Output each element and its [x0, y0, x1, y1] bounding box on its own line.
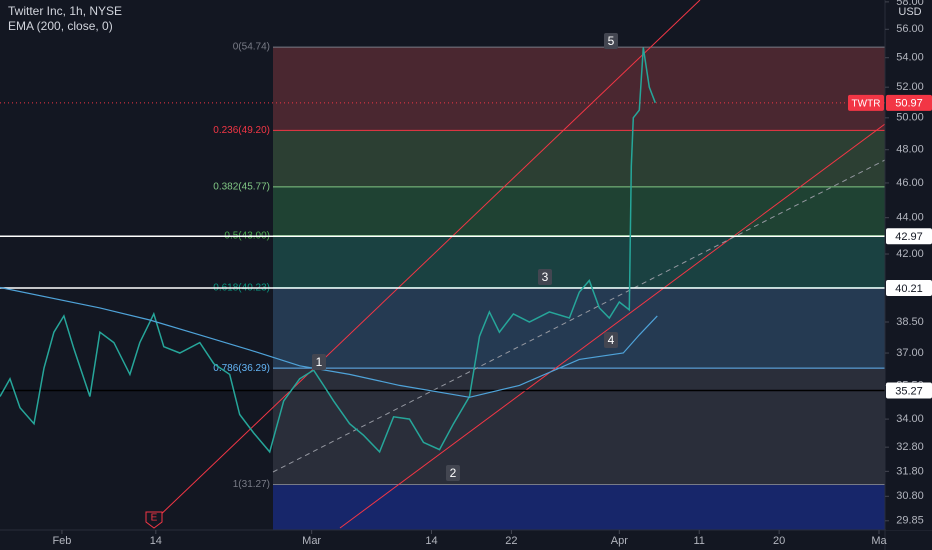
- x-tick-label: 14: [150, 535, 162, 547]
- y-tick-label: 32.80: [896, 441, 924, 453]
- x-tick-label: 11: [693, 535, 704, 547]
- wave-label: 4: [608, 333, 615, 347]
- wave-box: [312, 354, 326, 370]
- wave-box: [604, 332, 618, 348]
- wave-label: 3: [542, 270, 549, 284]
- y-tick-label: 50.00: [896, 112, 924, 124]
- indicator-legend: EMA (200, close, 0): [8, 19, 113, 33]
- median-line: [272, 159, 886, 473]
- y-tick-label: 38.50: [896, 316, 924, 328]
- price-line-series: [0, 47, 656, 454]
- symbol-badge-label: TWTR: [852, 98, 881, 109]
- y-tick-label: 52.00: [896, 81, 924, 93]
- price-badge-label: 35.27: [895, 385, 923, 397]
- y-tick-label: 46.00: [896, 177, 924, 189]
- y-tick-label: 31.80: [896, 465, 924, 477]
- x-tick-label: Apr: [611, 535, 628, 547]
- y-tick-label: 44.00: [896, 212, 924, 224]
- price-badge: [886, 280, 932, 297]
- x-tick-label: Ma: [871, 535, 887, 547]
- price-badge-label: 40.21: [895, 283, 923, 295]
- fib-zone: [273, 287, 885, 369]
- x-tick-label: Mar: [302, 535, 321, 547]
- y-tick-label: 58.00: [896, 0, 924, 8]
- ema-line: [0, 286, 658, 398]
- fib-label: 0.382(45.77): [213, 182, 270, 193]
- event-marker: [145, 511, 163, 529]
- symbol-badge: [848, 94, 884, 111]
- wave-label: 5: [608, 34, 615, 48]
- y-tick-label: 54.00: [896, 52, 924, 64]
- fib-zone: [273, 130, 885, 187]
- fib-zone: [273, 47, 885, 131]
- fib-zone: [273, 235, 885, 288]
- wave-box: [446, 465, 460, 481]
- y-tick-label: 30.80: [896, 490, 924, 502]
- y-tick-label: 34.00: [896, 413, 924, 425]
- price-badge: [886, 228, 932, 245]
- trend-line: [339, 123, 886, 529]
- y-tick-label: 42.00: [896, 248, 924, 260]
- x-tick-label: 14: [425, 535, 437, 547]
- price-badge: [886, 382, 932, 399]
- x-tick-label: 22: [505, 535, 517, 547]
- wave-label: 1: [316, 355, 323, 369]
- fib-zone: [273, 186, 885, 236]
- wave-box: [604, 33, 618, 49]
- y-tick-label: 56.00: [896, 23, 924, 35]
- fib-label: 1(31.27): [233, 479, 270, 490]
- event-label: E: [151, 513, 158, 524]
- chart-title: Twitter Inc, 1h, NYSE: [8, 4, 122, 18]
- x-tick-label: Feb: [52, 535, 71, 547]
- x-tick-label: 20: [773, 535, 785, 547]
- wave-box: [538, 269, 552, 285]
- y-tick-label: 37.00: [896, 347, 924, 359]
- y-tick-label: 48.00: [896, 144, 924, 156]
- fib-label: 0.786(36.29): [213, 363, 270, 374]
- price-badge-label: 50.97: [895, 98, 923, 110]
- fib-label: 0(54.74): [233, 42, 270, 53]
- currency: USD: [898, 6, 921, 18]
- fib-zone: [273, 484, 885, 530]
- y-axis-bg: [886, 0, 932, 530]
- price-badge: [886, 94, 932, 111]
- trend-line: [154, 0, 701, 521]
- wave-label: 2: [450, 466, 457, 480]
- y-tick-label: 29.85: [896, 515, 924, 527]
- fib-label: 0.236(49.20): [213, 125, 270, 136]
- price-badge-label: 42.97: [895, 231, 923, 243]
- fib-zone: [273, 368, 885, 485]
